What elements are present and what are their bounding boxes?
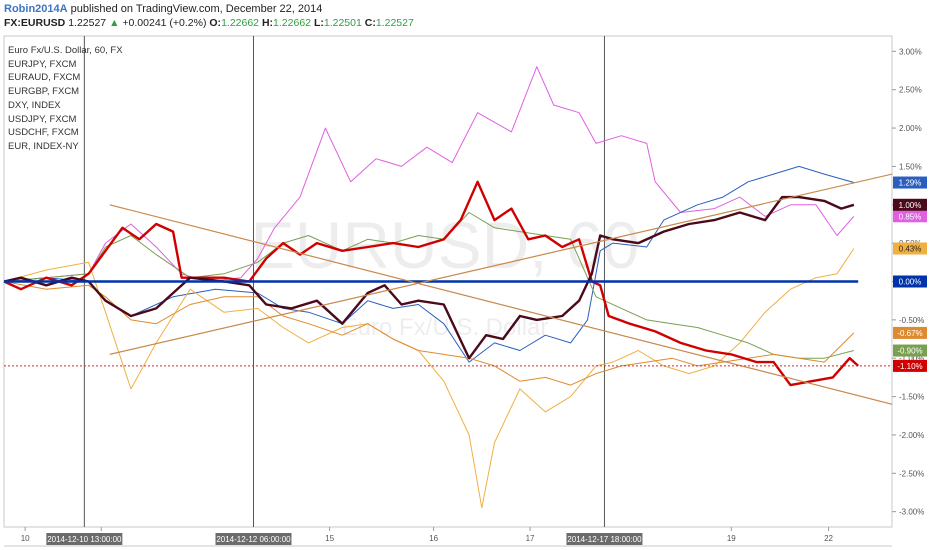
series-line-0 (3, 66, 855, 282)
y-tick-label: -2.50% (899, 469, 924, 478)
low-label: L: (313, 17, 324, 29)
value-tag-label: 1.00% (899, 201, 922, 210)
y-tick-label: 3.00% (899, 47, 922, 56)
value-tag-bg (893, 326, 927, 339)
value-tag-bg (893, 242, 927, 255)
legend-item-eurgbp[interactable]: EURGBP, FXCM (8, 86, 80, 98)
y-tick-label: -0.50% (899, 316, 924, 325)
value-tag-bg (893, 198, 927, 211)
legend-item-eur-index[interactable]: EUR, INDEX-NY (8, 140, 79, 152)
vertical-marker-label: 2014-12-17 18:00:00 (567, 535, 642, 544)
legend: Euro Fx/U.S. Dollar, 60, FX EURJPY, FXCM… (8, 44, 123, 154)
y-tick-label: 2.50% (899, 86, 922, 95)
value-tag-label: 1.29% (899, 179, 922, 188)
high-value: 1.22662 (273, 17, 312, 29)
x-tick-label: 22 (824, 534, 833, 543)
series-line-4 (3, 281, 855, 386)
y-tick-label: -1.50% (899, 393, 924, 402)
series-line-1 (3, 165, 855, 363)
grid-layer: 3.00%2.50%2.00%1.50%1.00%0.50%0.00%-0.50… (3, 35, 924, 547)
open-value: 1.22662 (221, 17, 260, 29)
series-line-6 (3, 195, 855, 360)
value-tag-bg (893, 359, 927, 372)
y-tick-label: -2.00% (899, 431, 924, 440)
x-tick-label: 17 (526, 534, 535, 543)
quote-line: FX:EURUSD 1.22527 ▲ +0.00241 (+0.2%) O:1… (4, 17, 414, 29)
value-tag-label: -0.90% (897, 347, 922, 356)
value-tag-label: 0.43% (899, 245, 922, 254)
value-tag-label: 0.85% (899, 212, 922, 221)
y-tick-label: -3.00% (899, 508, 924, 517)
vertical-marker-label: 2014-12-10 13:00:00 (47, 535, 122, 544)
last-price: 1.22527 (68, 17, 107, 29)
close-value: 1.22527 (375, 17, 414, 29)
legend-item-main[interactable]: Euro Fx/U.S. Dollar, 60, FX (8, 45, 123, 56)
value-tag-label: 0.00% (899, 278, 922, 287)
y-tick-label: 1.50% (899, 162, 922, 171)
author-link[interactable]: Robin2014A (4, 3, 68, 15)
x-tick-label: 16 (429, 534, 438, 543)
price-change: +0.00241 (+0.2%) (122, 17, 207, 29)
x-tick-label: 19 (727, 534, 736, 543)
trendline-0 (109, 204, 893, 405)
trendline-1 (109, 173, 893, 355)
value-tag-bg (893, 210, 927, 223)
legend-item-dxy[interactable]: DXY, INDEX (8, 99, 61, 111)
legend-item-usdchf[interactable]: USDCHF, FXCM (8, 127, 79, 139)
legend-item-eurjpy[interactable]: EURJPY, FXCM (8, 58, 77, 70)
series-line-5 (3, 180, 860, 387)
value-tag-bg (893, 344, 927, 357)
value-tag-bg (893, 176, 927, 189)
close-label: C: (364, 17, 376, 29)
value-tag-label: -0.67% (897, 329, 922, 338)
vertical-marker-label-bg (566, 533, 643, 545)
value-tag-bg (893, 275, 927, 288)
vertical-marker-label-bg (215, 533, 292, 545)
x-tick-label: 10 (21, 534, 30, 543)
high-label: H: (261, 17, 274, 29)
legend-item-usdjpy[interactable]: USDJPY, FXCM (8, 113, 77, 125)
up-arrow-icon: ▲ (109, 17, 120, 29)
value-tag-label: -1.10% (897, 362, 922, 371)
y-tick-label: 2.00% (899, 124, 922, 133)
published-text: published on TradingView.com, December 2… (70, 3, 323, 15)
legend-item-euraud[interactable]: EURAUD, FXCM (8, 72, 81, 84)
symbol-label: FX:EURUSD (4, 17, 66, 29)
publish-line: Robin2014A published on TradingView.com,… (4, 3, 322, 15)
vertical-marker-label-bg (46, 533, 123, 545)
x-tick-label: 15 (325, 534, 334, 543)
low-value: 1.22501 (323, 17, 362, 29)
series-line-2 (3, 248, 855, 509)
watermark-description: Euro Fx/U.S. Dollar (342, 314, 549, 341)
y-tick-label: -1.00% (899, 354, 924, 363)
open-label: O: (209, 17, 222, 29)
vertical-marker-label: 2014-12-12 06:00:00 (216, 535, 291, 544)
